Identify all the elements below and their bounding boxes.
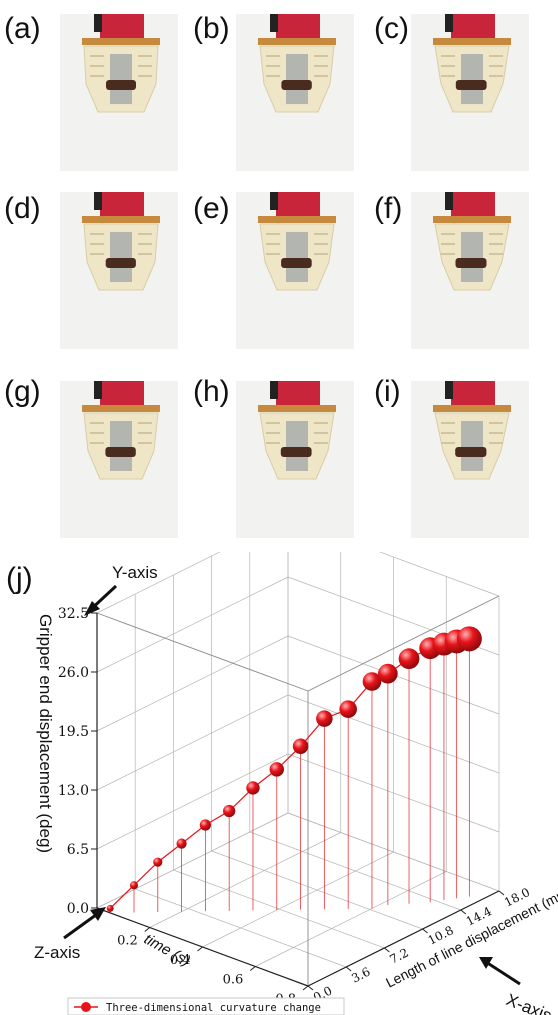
chart-panel-label: (j) bbox=[6, 562, 33, 595]
y-axis-label: Gripper end displacement (deg) bbox=[36, 614, 55, 853]
panel-label: (i) bbox=[374, 375, 401, 408]
grid-line bbox=[255, 871, 447, 967]
legend-box bbox=[67, 997, 345, 1015]
y-tick-label: 19.5 bbox=[58, 724, 89, 740]
gripper-photo bbox=[60, 192, 178, 349]
frame-edge bbox=[307, 595, 500, 692]
grid-line bbox=[96, 635, 289, 732]
data-point bbox=[176, 838, 187, 849]
gripper-photo bbox=[236, 381, 354, 538]
z-axis-label: time (s) bbox=[141, 931, 193, 970]
grid-line bbox=[149, 832, 341, 928]
grid-line bbox=[96, 576, 289, 673]
panel-label: (e) bbox=[193, 192, 230, 225]
z-axis-arrowhead bbox=[90, 907, 106, 921]
x-tick-mark bbox=[422, 928, 428, 934]
series-points bbox=[106, 626, 482, 912]
gripper-photo bbox=[60, 14, 178, 171]
panel-label: (f) bbox=[374, 192, 403, 225]
data-point bbox=[362, 672, 382, 691]
data-point bbox=[269, 762, 284, 777]
y-axis-annotation: Y-axis bbox=[112, 563, 158, 582]
y-tick-label: 13.0 bbox=[58, 783, 89, 799]
x-tick-mark bbox=[460, 909, 467, 915]
grid-line bbox=[96, 812, 289, 909]
grid-line bbox=[96, 694, 289, 791]
drop-lines bbox=[109, 638, 470, 913]
z-tick-mark bbox=[302, 985, 309, 991]
legend: Three-dimensional curvature change bbox=[67, 997, 345, 1015]
gripper-photo bbox=[411, 192, 529, 349]
data-point bbox=[339, 700, 357, 718]
data-point bbox=[223, 804, 236, 818]
grid-line bbox=[287, 812, 500, 892]
z-axis-annotation: Z-axis bbox=[34, 943, 80, 962]
frame-edge bbox=[96, 612, 309, 692]
z-tick-label: 0.6 bbox=[223, 973, 244, 988]
x-tick-label: 3.6 bbox=[349, 965, 372, 986]
grid-line bbox=[287, 694, 500, 774]
data-point bbox=[316, 710, 333, 727]
panel-label: (a) bbox=[4, 12, 41, 45]
data-point bbox=[292, 738, 309, 755]
z-axis-arrow bbox=[63, 910, 101, 940]
gripper-photo bbox=[411, 14, 529, 171]
data-point bbox=[378, 663, 398, 684]
x-tick-mark bbox=[498, 890, 505, 896]
grid-line bbox=[287, 753, 500, 833]
grid-line bbox=[202, 851, 394, 948]
y-tick-label: 26.0 bbox=[58, 665, 89, 681]
panel-label: (c) bbox=[374, 12, 409, 45]
series-line bbox=[109, 638, 470, 909]
x-axis-ticks: 0.03.67.210.814.418.0 bbox=[307, 885, 532, 1005]
x-tick-mark bbox=[307, 985, 314, 991]
gripper-photo bbox=[411, 381, 529, 538]
data-point bbox=[199, 819, 211, 831]
data-point bbox=[398, 648, 420, 670]
legend-marker-swatch bbox=[81, 1002, 91, 1012]
legend-label: Three-dimensional curvature change bbox=[106, 1002, 321, 1014]
chart-grid bbox=[96, 552, 500, 987]
axis-line bbox=[307, 890, 500, 987]
data-point bbox=[106, 904, 114, 912]
x-axis-arrow bbox=[485, 960, 521, 986]
data-point bbox=[246, 781, 260, 795]
data-point bbox=[153, 857, 163, 867]
panel-label: (h) bbox=[193, 375, 230, 408]
gripper-photo bbox=[60, 381, 178, 538]
data-point bbox=[456, 626, 482, 652]
z-tick-mark bbox=[144, 927, 151, 932]
x-axis-annotation: X-axis bbox=[504, 990, 555, 1015]
3d-chart: (j) 0.06.513.019.526.032.5 0.20.40.60.8 … bbox=[6, 552, 558, 1015]
data-point bbox=[129, 881, 139, 890]
grid-line bbox=[173, 869, 385, 949]
gripper-photo bbox=[236, 14, 354, 171]
y-tick-label: 32.5 bbox=[58, 606, 89, 622]
series-line-path bbox=[109, 638, 470, 909]
grid-line bbox=[211, 850, 423, 930]
gripper-photo bbox=[236, 192, 354, 349]
grid-line bbox=[249, 831, 461, 911]
y-tick-label: 0.0 bbox=[67, 901, 89, 917]
x-axis-arrowhead bbox=[479, 957, 493, 969]
z-tick-mark bbox=[249, 966, 256, 971]
grid-line bbox=[378, 552, 500, 597]
y-tick-label: 6.5 bbox=[67, 842, 89, 858]
z-tick-label: 0.4 bbox=[170, 953, 191, 968]
x-tick-mark bbox=[345, 966, 352, 972]
y-axis-arrowhead bbox=[84, 601, 100, 616]
grid-line bbox=[96, 552, 221, 614]
y-axis-ticks: 0.0 6.5 13.0 19.5 26.0 32.5 bbox=[58, 606, 97, 917]
panel-label: (g) bbox=[4, 375, 41, 408]
grid-line bbox=[135, 888, 347, 968]
z-tick-label: 0.2 bbox=[117, 934, 138, 949]
z-tick-mark bbox=[197, 946, 203, 952]
panel-label: (d) bbox=[4, 192, 41, 225]
grid-line bbox=[96, 753, 289, 850]
panel-label: (b) bbox=[193, 12, 230, 45]
x-tick-mark bbox=[384, 947, 390, 953]
